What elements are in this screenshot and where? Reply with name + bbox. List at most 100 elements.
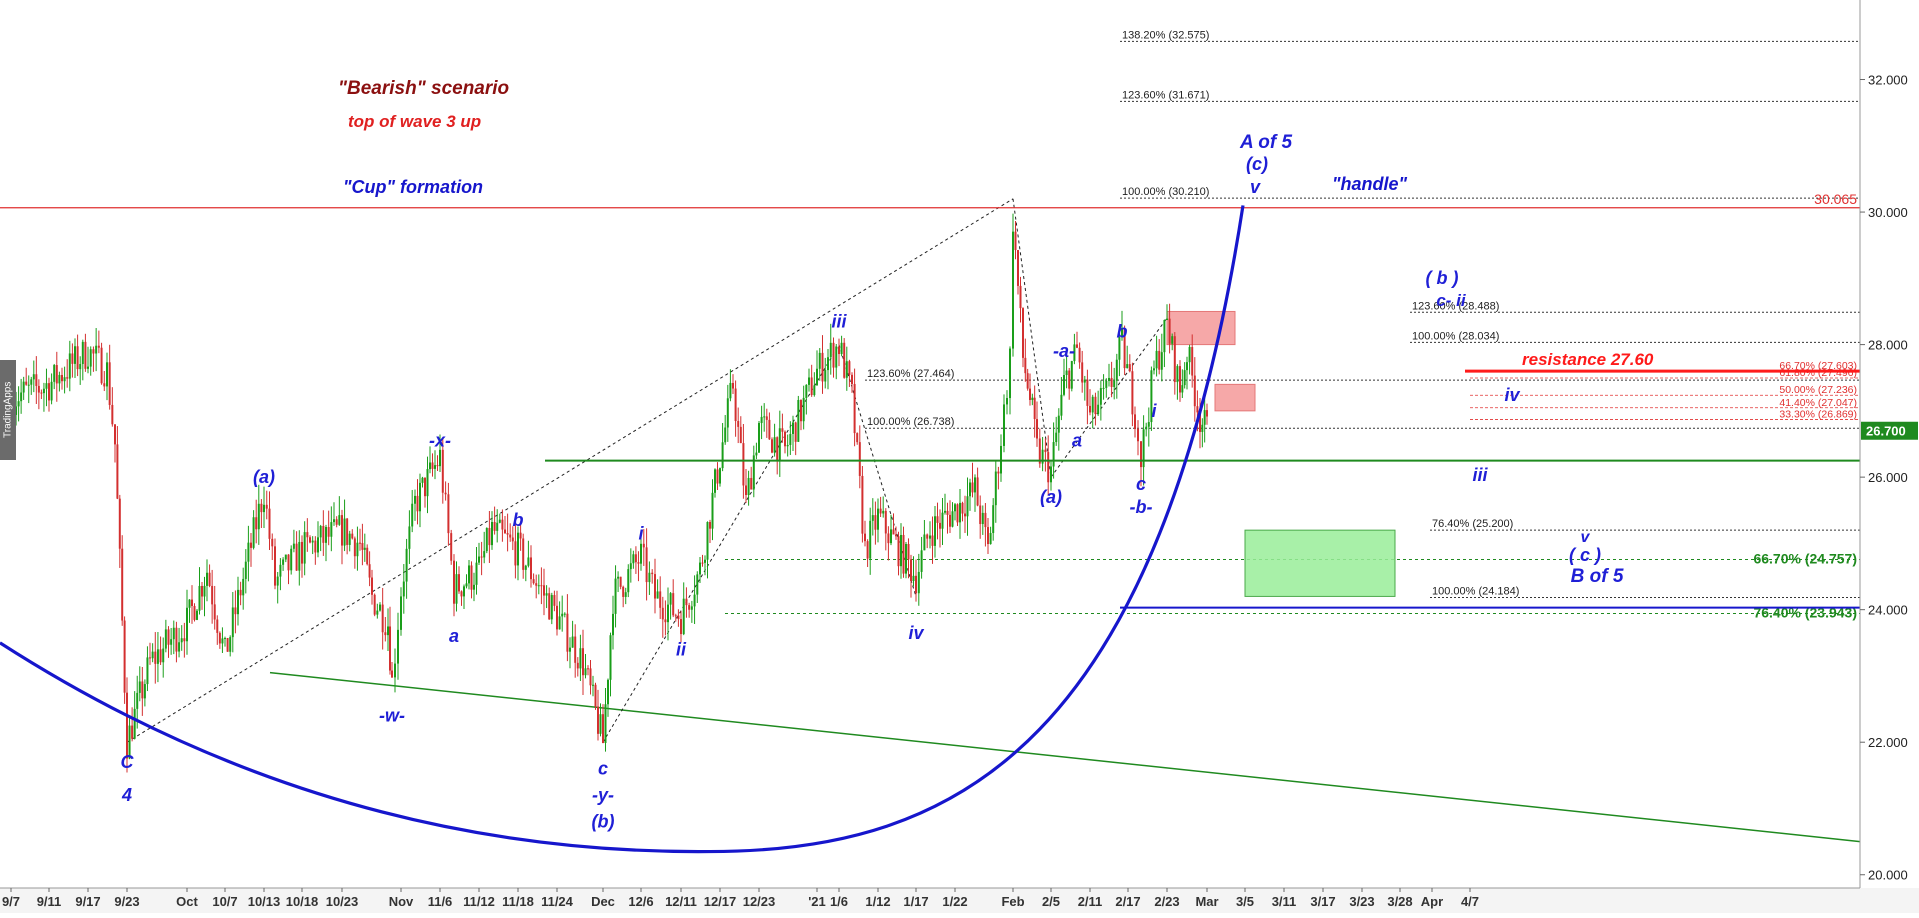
y-tick-label: 30.000 bbox=[1868, 205, 1908, 220]
candle-body bbox=[319, 525, 322, 538]
candle-body bbox=[131, 725, 134, 739]
candle-body bbox=[114, 424, 116, 445]
target-zones bbox=[1166, 310, 1396, 597]
candle-body bbox=[498, 519, 501, 523]
candle-body bbox=[592, 684, 594, 686]
candle-body bbox=[602, 714, 604, 743]
candle-body bbox=[1186, 362, 1188, 371]
candle-body bbox=[776, 437, 779, 461]
candle-body bbox=[816, 368, 818, 386]
candle-body bbox=[384, 632, 387, 636]
candle-body bbox=[68, 353, 71, 379]
candle-body bbox=[216, 619, 219, 633]
candle-body bbox=[159, 649, 162, 663]
candle-body bbox=[191, 599, 193, 606]
candle-body bbox=[734, 388, 737, 422]
x-tick-label: 10/13 bbox=[248, 894, 281, 909]
candle-body bbox=[35, 374, 38, 386]
candle-body bbox=[910, 559, 912, 582]
candle-body bbox=[1123, 328, 1126, 369]
candle-body bbox=[226, 638, 229, 652]
x-tick-label: 11/6 bbox=[428, 894, 453, 909]
candle-body bbox=[247, 542, 250, 562]
retracement-label: 50.00% (27.236) bbox=[1779, 384, 1857, 396]
candle-body bbox=[599, 714, 602, 734]
x-tick-label: Nov bbox=[389, 894, 414, 909]
x-tick-label: Apr bbox=[1421, 894, 1443, 909]
candle-body bbox=[579, 648, 582, 669]
candle-body bbox=[1038, 438, 1041, 464]
candle-body bbox=[397, 629, 399, 664]
candle-body bbox=[149, 657, 151, 659]
candle-body bbox=[786, 444, 789, 447]
wave-label: iv bbox=[908, 623, 924, 643]
zone-green_target bbox=[1244, 529, 1396, 597]
b-paren-label: ( b ) bbox=[1426, 268, 1459, 288]
fib-level-label: 123.60% (27.464) bbox=[867, 368, 954, 380]
candle-body bbox=[514, 541, 517, 566]
candle-body bbox=[400, 596, 402, 630]
candle-body bbox=[614, 578, 617, 614]
candle-body bbox=[151, 651, 154, 659]
candle-body bbox=[368, 564, 371, 578]
candle-body bbox=[936, 516, 939, 523]
candle-body bbox=[524, 565, 527, 570]
candle-body bbox=[821, 352, 824, 382]
candle-body bbox=[1199, 412, 1201, 432]
candle-body bbox=[1183, 370, 1186, 386]
candle-body bbox=[63, 377, 66, 382]
candle-body bbox=[1163, 320, 1166, 353]
candle-body bbox=[341, 515, 343, 546]
zone-pink_iv bbox=[1214, 383, 1256, 412]
candle-body bbox=[890, 529, 892, 544]
target-c-label: ( c ) bbox=[1569, 545, 1601, 565]
candle-body bbox=[1083, 379, 1086, 383]
candle-body bbox=[1050, 466, 1052, 483]
candle-body bbox=[792, 422, 794, 434]
candle-body bbox=[726, 398, 729, 428]
candle-body bbox=[314, 540, 317, 553]
candle-body bbox=[284, 554, 287, 560]
candle-body bbox=[1068, 370, 1071, 389]
candle-body bbox=[900, 534, 902, 567]
candle-body bbox=[1147, 422, 1150, 427]
candle-body bbox=[1105, 380, 1108, 388]
candle-body bbox=[193, 605, 196, 620]
candle-body bbox=[361, 543, 364, 550]
candle-body bbox=[895, 534, 897, 537]
x-tick-label: 9/7 bbox=[2, 894, 20, 909]
candle-body bbox=[1166, 318, 1168, 321]
x-tick-label: 1/12 bbox=[865, 894, 890, 909]
candle-body bbox=[760, 416, 763, 424]
candle-body bbox=[504, 529, 506, 534]
candle-body bbox=[208, 572, 211, 586]
candle-body bbox=[843, 342, 846, 378]
candle-body bbox=[548, 593, 551, 620]
target-b-of-5-label: B of 5 bbox=[1571, 566, 1624, 587]
candle-body bbox=[845, 361, 848, 378]
candle-body bbox=[690, 606, 693, 610]
candle-body bbox=[203, 585, 206, 597]
candle-body bbox=[408, 526, 411, 549]
candle-body bbox=[327, 526, 330, 537]
candle-body bbox=[594, 684, 597, 707]
candle-body bbox=[55, 365, 58, 384]
candle-body bbox=[455, 574, 458, 604]
candle-body bbox=[1063, 375, 1065, 395]
candle-body bbox=[491, 522, 493, 546]
candle-body bbox=[742, 443, 745, 486]
cup-formation-text: "Cup" formation bbox=[343, 177, 483, 197]
candle-body bbox=[322, 525, 325, 543]
candle-body bbox=[121, 548, 124, 621]
candle-body bbox=[411, 503, 414, 527]
candle-body bbox=[346, 518, 349, 545]
candle-body bbox=[805, 384, 808, 398]
candle-body bbox=[1142, 429, 1145, 468]
candle-body bbox=[239, 589, 242, 596]
candle-body bbox=[128, 725, 131, 759]
candle-body bbox=[1003, 404, 1005, 446]
candle-body bbox=[556, 605, 558, 630]
candle-body bbox=[747, 477, 750, 496]
